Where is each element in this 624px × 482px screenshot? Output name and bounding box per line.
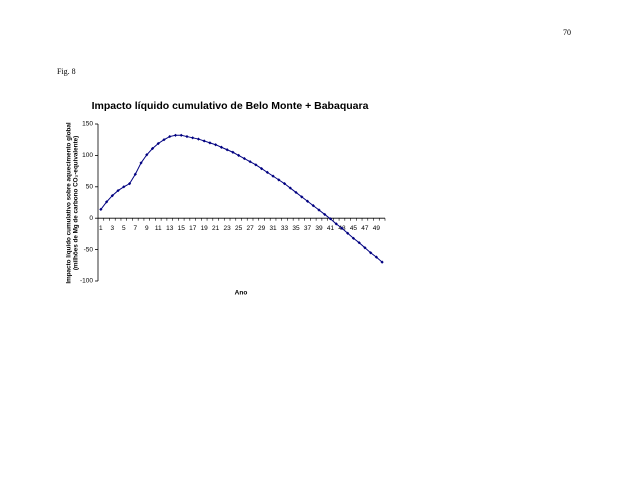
data-point <box>282 182 287 186</box>
x-tick-label: 33 <box>281 225 289 232</box>
x-tick-label: 39 <box>315 225 323 232</box>
x-tick-label: 21 <box>212 225 220 232</box>
data-point <box>328 217 333 221</box>
y-axis-label: (milhões de Mg de carbono CO₂-equivalent… <box>73 136 80 270</box>
data-point <box>110 193 114 198</box>
x-tick-label: 11 <box>155 225 162 232</box>
data-point <box>265 170 269 174</box>
x-tick-label: 7 <box>133 225 137 232</box>
data-point <box>259 166 264 171</box>
data-point <box>271 174 275 178</box>
data-point <box>351 236 356 240</box>
x-tick-label: 45 <box>350 225 358 232</box>
data-point <box>162 138 166 142</box>
data-point <box>156 141 160 146</box>
x-tick-label: 19 <box>201 225 209 232</box>
x-tick-label: 31 <box>269 225 277 232</box>
data-point <box>191 136 195 140</box>
data-point <box>380 260 384 264</box>
x-axis-label: Ano <box>235 290 248 297</box>
data-point <box>374 255 378 259</box>
data-point <box>237 153 241 157</box>
data-point <box>311 204 315 208</box>
data-point <box>127 182 132 186</box>
data-point <box>214 143 218 147</box>
data-point <box>173 133 178 137</box>
data-point <box>139 161 143 165</box>
x-tick-label: 13 <box>166 225 174 232</box>
data-point <box>99 207 103 212</box>
data-point <box>231 150 235 154</box>
data-point <box>145 153 149 157</box>
x-tick-label: 1 <box>99 225 103 232</box>
data-point <box>300 195 304 199</box>
x-tick-label: 3 <box>111 225 115 232</box>
data-point <box>122 185 126 189</box>
data-point <box>179 133 183 137</box>
y-tick-label: -100 <box>80 278 93 285</box>
data-point <box>105 200 109 204</box>
x-tick-label: 25 <box>235 225 243 232</box>
x-tick-label: 41 <box>327 225 335 232</box>
data-point <box>340 226 344 230</box>
data-point <box>242 156 246 161</box>
y-axis-label: Impacto líquido cumulativo sobre aquecim… <box>66 122 73 284</box>
y-tick-label: -50 <box>84 246 94 253</box>
data-point <box>254 163 258 167</box>
y-tick-label: 150 <box>82 121 93 128</box>
x-tick-label: 5 <box>122 225 126 232</box>
data-point <box>346 231 350 235</box>
x-tick-label: 23 <box>224 225 232 232</box>
y-tick-label: 50 <box>86 184 94 191</box>
data-point <box>323 212 327 217</box>
data-point <box>369 251 373 255</box>
x-tick-label: 9 <box>145 225 149 232</box>
x-tick-label: 47 <box>361 225 369 232</box>
page-number: 70 <box>563 28 571 37</box>
data-point <box>196 137 201 141</box>
data-point <box>288 186 292 190</box>
x-tick-label: 17 <box>189 225 197 232</box>
x-tick-label: 37 <box>304 225 312 232</box>
data-point <box>363 246 367 250</box>
data-point <box>168 134 172 139</box>
data-point <box>116 188 120 193</box>
data-point <box>225 148 229 152</box>
y-tick-label: 0 <box>89 215 93 222</box>
x-tick-label: 49 <box>373 225 381 232</box>
data-point <box>202 139 206 143</box>
data-point <box>185 134 189 139</box>
data-point <box>277 178 281 182</box>
x-tick-label: 27 <box>246 225 254 232</box>
data-point <box>248 160 252 164</box>
data-point <box>133 172 137 176</box>
data-point <box>219 145 224 149</box>
y-tick-label: 100 <box>82 152 93 159</box>
x-tick-label: 15 <box>178 225 186 232</box>
data-point <box>305 199 310 203</box>
data-point <box>150 146 155 151</box>
series-line <box>100 134 383 263</box>
chart-title: Impacto líquido cumulativo de Belo Monte… <box>92 100 369 112</box>
data-point <box>357 241 361 245</box>
data-point <box>334 222 338 226</box>
data-point <box>317 208 321 212</box>
data-point <box>294 190 298 195</box>
data-point <box>208 141 212 145</box>
x-tick-label: 29 <box>258 225 266 232</box>
x-tick-label: 35 <box>292 225 300 232</box>
figure-label: Fig. 8 <box>57 67 76 76</box>
